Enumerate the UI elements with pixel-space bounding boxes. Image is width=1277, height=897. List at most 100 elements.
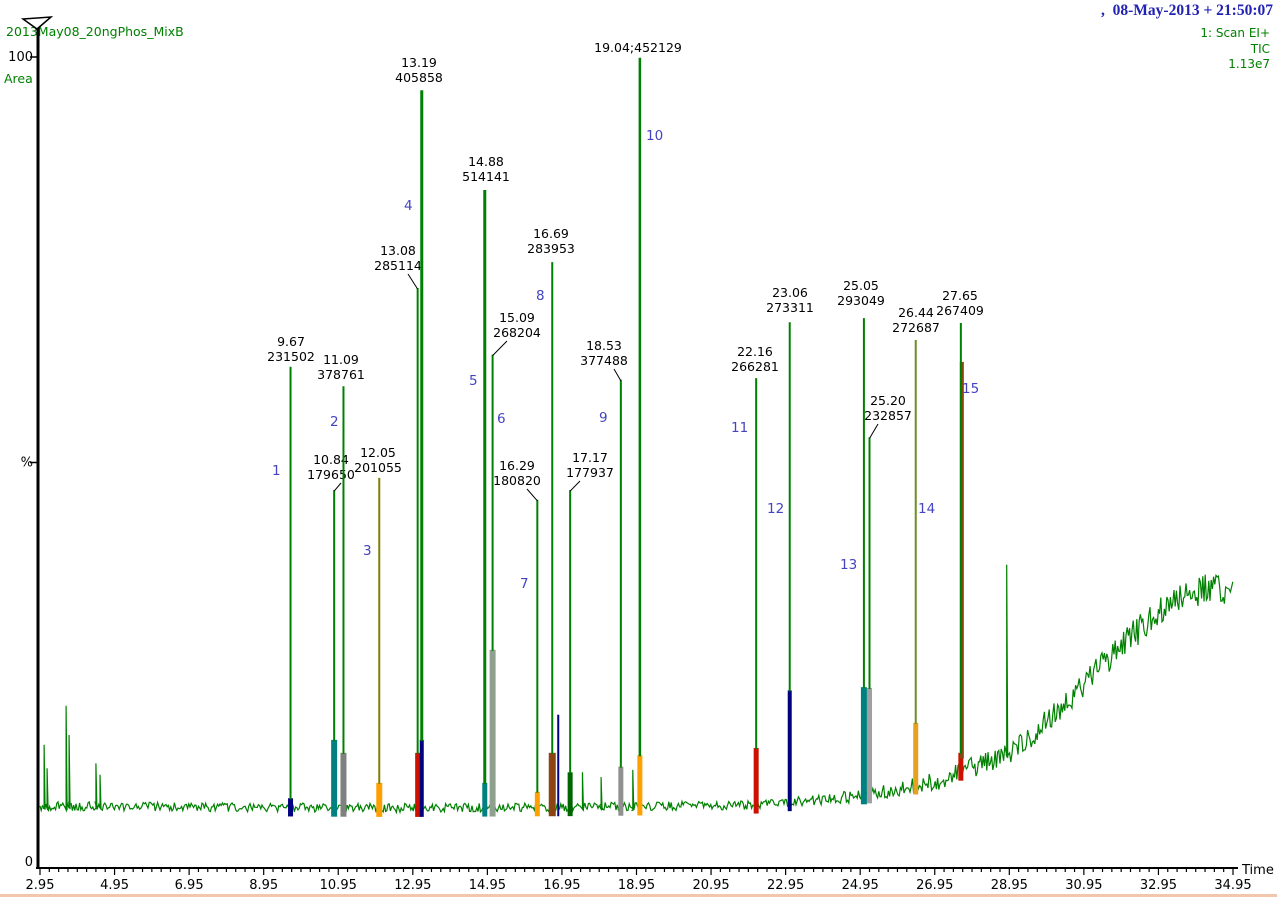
window-bottom-edge bbox=[0, 894, 1277, 897]
peak-number: 10 bbox=[646, 128, 663, 144]
peak-number: 2 bbox=[330, 414, 339, 430]
peak-label: 11.09 bbox=[323, 352, 359, 367]
peak-label: 272687 bbox=[892, 320, 940, 335]
peak-label: 293049 bbox=[837, 293, 885, 308]
trace-type-label: TIC bbox=[1250, 42, 1270, 56]
peak-label-leader bbox=[407, 273, 419, 290]
peak-label: 22.16 bbox=[737, 344, 773, 359]
peak-label: 285114 bbox=[374, 258, 422, 273]
peak-label-leader bbox=[492, 340, 508, 356]
peak-area-fill bbox=[288, 798, 294, 817]
peak-label-leader bbox=[333, 482, 342, 492]
peak-number: 12 bbox=[767, 501, 784, 517]
intensity-scale-value: 1.13e7 bbox=[1228, 57, 1270, 71]
peak-number: 3 bbox=[363, 543, 372, 559]
x-tick-label: 32.95 bbox=[1140, 878, 1177, 893]
x-tick-label: 16.95 bbox=[543, 878, 580, 893]
peak-label: 10.84 bbox=[313, 452, 349, 467]
peak-number: 1 bbox=[272, 463, 281, 479]
peak-label: 16.29 bbox=[499, 458, 535, 473]
peak-label: 273311 bbox=[766, 300, 814, 315]
peak-number: 9 bbox=[599, 410, 608, 426]
peak-label: 15.09 bbox=[499, 310, 535, 325]
peak-label: 27.65 bbox=[942, 288, 978, 303]
y-axis-title: % bbox=[21, 456, 33, 471]
peak-area-fill bbox=[340, 752, 347, 817]
scan-cursor-marker-icon bbox=[20, 16, 54, 30]
x-tick-label: 22.95 bbox=[767, 878, 804, 893]
x-tick-label: 6.95 bbox=[175, 878, 204, 893]
peak-label: 268204 bbox=[493, 325, 541, 340]
x-axis-title: Time bbox=[1241, 863, 1274, 878]
peak-label-leader bbox=[613, 368, 622, 382]
x-tick-label: 8.95 bbox=[249, 878, 278, 893]
peak-area-fill bbox=[548, 752, 556, 817]
x-tick-label: 4.95 bbox=[100, 878, 129, 893]
peak-area-fill bbox=[415, 752, 421, 817]
peak-area-fill bbox=[637, 755, 643, 816]
peak-area-fill bbox=[860, 687, 867, 805]
peak-label: 514141 bbox=[462, 169, 510, 184]
peak-label: 25.05 bbox=[843, 278, 879, 293]
peak-label-leader bbox=[526, 488, 538, 502]
x-tick-label: 12.95 bbox=[394, 878, 431, 893]
y-tick-label: 0 bbox=[25, 855, 33, 870]
peak-label: 177937 bbox=[566, 465, 614, 480]
peak-number: 13 bbox=[840, 557, 857, 573]
peak-label: 9.67 bbox=[277, 334, 305, 349]
peak-area-fill bbox=[557, 714, 560, 817]
peak-number: 14 bbox=[918, 501, 935, 517]
peak-area-fill bbox=[489, 649, 496, 817]
peak-area-fill bbox=[958, 752, 964, 781]
peak-area-fill bbox=[753, 747, 759, 814]
peak-label: 23.06 bbox=[772, 285, 808, 300]
peak-label: 179650 bbox=[307, 467, 355, 482]
peak-number: 4 bbox=[404, 198, 413, 214]
peak-number: 11 bbox=[731, 420, 748, 436]
x-tick-label: 26.95 bbox=[916, 878, 953, 893]
peak-label: 232857 bbox=[864, 408, 912, 423]
peak-label: 17.17 bbox=[572, 450, 608, 465]
x-tick-label: 14.95 bbox=[469, 878, 506, 893]
peak-label: 201055 bbox=[354, 460, 402, 475]
y-tick-label: 100 bbox=[8, 50, 33, 65]
peak-number: 5 bbox=[469, 373, 478, 389]
peak-area-fill bbox=[787, 690, 792, 812]
peak-label: 267409 bbox=[936, 303, 984, 318]
peak-label: 16.69 bbox=[533, 226, 569, 241]
peak-area-fill bbox=[867, 687, 873, 804]
area-annotation-label: Area bbox=[4, 71, 33, 86]
peak-number: 6 bbox=[497, 411, 506, 427]
acquisition-datetime: , 08-May-2013 + 21:50:07 bbox=[1101, 2, 1273, 19]
peak-area-fill bbox=[482, 782, 488, 817]
peak-label: 14.88 bbox=[468, 154, 504, 169]
x-tick-label: 10.95 bbox=[320, 878, 357, 893]
x-tick-label: 2.95 bbox=[26, 878, 55, 893]
peak-label: 405858 bbox=[395, 70, 443, 85]
peak-label: 18.53 bbox=[586, 338, 622, 353]
peak-number: 15 bbox=[962, 381, 979, 397]
peak-label-leader bbox=[569, 480, 581, 492]
peak-label: 26.44 bbox=[898, 305, 934, 320]
peak-label: 12.05 bbox=[360, 445, 396, 460]
peak-label: 19.04;452129 bbox=[594, 40, 682, 55]
x-tick-label: 30.95 bbox=[1065, 878, 1102, 893]
peak-area-fill bbox=[331, 739, 338, 817]
peak-label: 13.19 bbox=[401, 55, 437, 70]
peak-label: 180820 bbox=[493, 473, 541, 488]
sample-name: 2013May08_20ngPhos_MixB bbox=[6, 24, 184, 39]
x-tick-label: 18.95 bbox=[618, 878, 655, 893]
peak-label: 13.08 bbox=[380, 243, 416, 258]
peak-label: 231502 bbox=[267, 349, 315, 364]
scan-function-label: 1: Scan EI+ bbox=[1200, 26, 1270, 40]
peak-area-fill bbox=[376, 782, 383, 817]
peak-label: 377488 bbox=[580, 353, 628, 368]
peak-number: 7 bbox=[520, 576, 529, 592]
peak-label: 25.20 bbox=[870, 393, 906, 408]
x-tick-label: 20.95 bbox=[692, 878, 729, 893]
peak-area-fill bbox=[419, 739, 424, 817]
peak-area-fill bbox=[567, 772, 573, 817]
x-tick-label: 34.95 bbox=[1214, 878, 1251, 893]
